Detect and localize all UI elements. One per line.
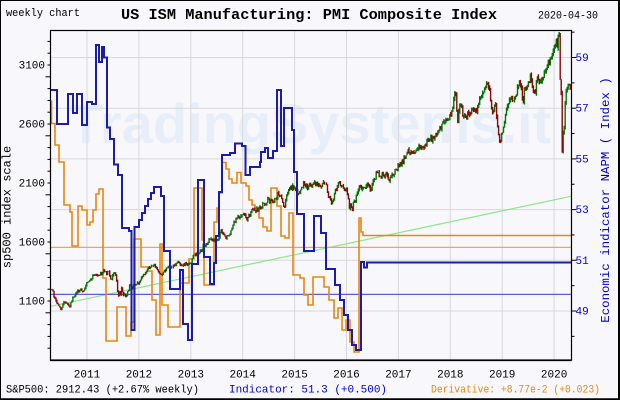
svg-text:2600: 2600 (19, 120, 45, 132)
svg-text:2011: 2011 (74, 370, 101, 382)
svg-text:51: 51 (576, 256, 590, 268)
svg-text:Derivative: +8.77e-2 (+0.023): Derivative: +8.77e-2 (+0.023) (431, 385, 600, 397)
svg-text:2020-04-30: 2020-04-30 (538, 11, 598, 23)
svg-text:1600: 1600 (19, 238, 45, 250)
svg-text:Economic indicator NAPM ( Inde: Economic indicator NAPM ( Index ) (599, 77, 613, 322)
svg-text:55: 55 (576, 154, 589, 166)
svg-text:S&P500: 2912.43 (+2.67% weekly: S&P500: 2912.43 (+2.67% weekly) (6, 385, 199, 397)
svg-text:2020: 2020 (541, 370, 567, 382)
svg-text:57: 57 (576, 104, 589, 116)
svg-text:53: 53 (576, 205, 589, 217)
svg-text:US ISM Manufacturing: PMI Comp: US ISM Manufacturing: PMI Composite Inde… (121, 6, 497, 24)
svg-text:49: 49 (576, 307, 589, 319)
svg-text:Indicator: 51.3 (+0.500): Indicator: 51.3 (+0.500) (229, 385, 387, 397)
svg-text:2014: 2014 (229, 370, 256, 382)
svg-text:2019: 2019 (489, 370, 515, 382)
svg-text:weekly chart: weekly chart (6, 8, 80, 20)
svg-text:2015: 2015 (281, 370, 307, 382)
svg-text:3100: 3100 (19, 61, 45, 73)
svg-text:2012: 2012 (126, 370, 152, 382)
svg-text:sp500 index scale: sp500 index scale (1, 146, 15, 268)
svg-text:2100: 2100 (19, 179, 45, 191)
svg-text:2013: 2013 (178, 370, 204, 382)
svg-text:2017: 2017 (385, 370, 411, 382)
svg-text:59: 59 (576, 53, 589, 65)
svg-text:2018: 2018 (437, 370, 463, 382)
svg-text:2016: 2016 (333, 370, 359, 382)
svg-text:TradingSystems.it: TradingSystems.it (69, 92, 551, 155)
svg-text:1100: 1100 (19, 297, 45, 309)
